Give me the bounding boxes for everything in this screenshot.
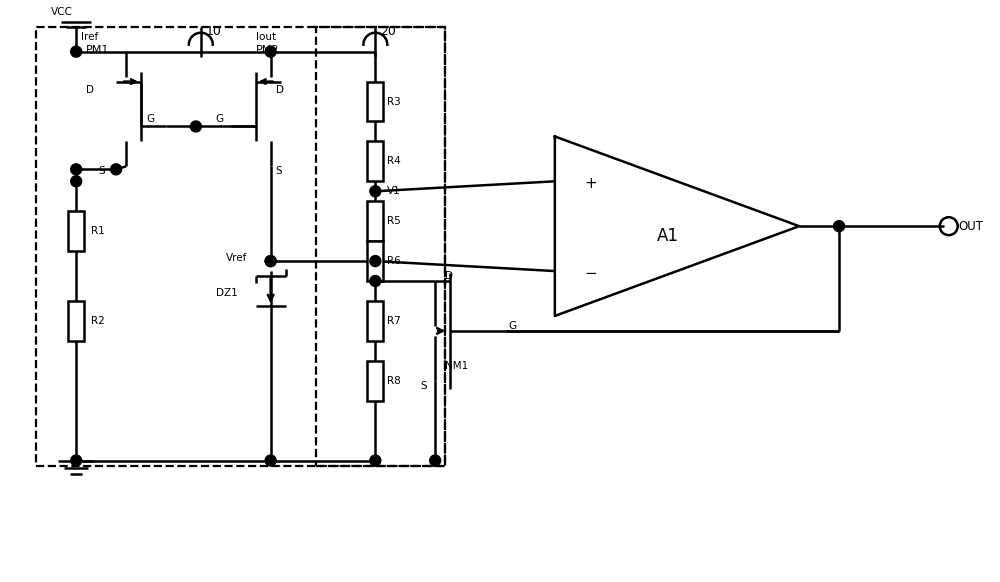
Text: S: S xyxy=(276,166,282,176)
Circle shape xyxy=(71,164,82,175)
Text: G: G xyxy=(146,115,154,125)
Bar xyxy=(367,141,383,182)
Bar xyxy=(36,27,445,466)
Circle shape xyxy=(370,455,381,466)
Text: PM2: PM2 xyxy=(256,45,279,55)
Text: R7: R7 xyxy=(387,316,401,326)
Text: R8: R8 xyxy=(387,376,401,386)
Text: 10: 10 xyxy=(206,25,222,38)
Circle shape xyxy=(265,455,276,466)
Text: V1: V1 xyxy=(387,186,401,196)
Text: Iref: Iref xyxy=(81,31,98,42)
Circle shape xyxy=(834,221,845,232)
Circle shape xyxy=(111,164,122,175)
Text: S: S xyxy=(98,166,105,176)
Circle shape xyxy=(430,455,441,466)
Polygon shape xyxy=(555,136,799,316)
Circle shape xyxy=(71,46,82,57)
Text: R4: R4 xyxy=(387,157,401,166)
Bar xyxy=(367,301,383,341)
Text: A1: A1 xyxy=(657,227,679,245)
Bar xyxy=(68,211,84,251)
Text: G: G xyxy=(216,115,224,125)
Text: R3: R3 xyxy=(387,97,401,107)
Text: R6: R6 xyxy=(387,256,401,266)
Text: D: D xyxy=(86,84,94,94)
Text: Vref: Vref xyxy=(226,253,247,263)
Bar xyxy=(68,301,84,341)
Bar xyxy=(367,361,383,400)
Text: −: − xyxy=(585,265,598,281)
Text: PM1: PM1 xyxy=(86,45,110,55)
Text: S: S xyxy=(420,381,427,391)
Circle shape xyxy=(370,186,381,197)
Circle shape xyxy=(370,275,381,286)
Circle shape xyxy=(71,455,82,466)
Text: R1: R1 xyxy=(91,226,105,236)
Circle shape xyxy=(190,121,201,132)
Text: VCC: VCC xyxy=(51,7,73,17)
Circle shape xyxy=(265,255,276,267)
Bar xyxy=(367,241,383,281)
Text: R5: R5 xyxy=(387,216,401,226)
Bar xyxy=(316,27,445,466)
Text: NM1: NM1 xyxy=(445,361,468,371)
Text: G: G xyxy=(508,321,516,331)
Text: +: + xyxy=(585,176,598,191)
Bar xyxy=(367,201,383,241)
Text: 20: 20 xyxy=(380,25,396,38)
Text: D: D xyxy=(445,271,453,281)
Bar xyxy=(367,81,383,122)
Circle shape xyxy=(71,176,82,187)
Text: Iout: Iout xyxy=(256,31,276,42)
Circle shape xyxy=(370,255,381,267)
Circle shape xyxy=(265,255,276,267)
Circle shape xyxy=(265,46,276,57)
Text: D: D xyxy=(276,84,284,94)
Text: OUT: OUT xyxy=(959,219,984,233)
Text: DZ1: DZ1 xyxy=(216,289,238,299)
Text: R2: R2 xyxy=(91,316,105,326)
